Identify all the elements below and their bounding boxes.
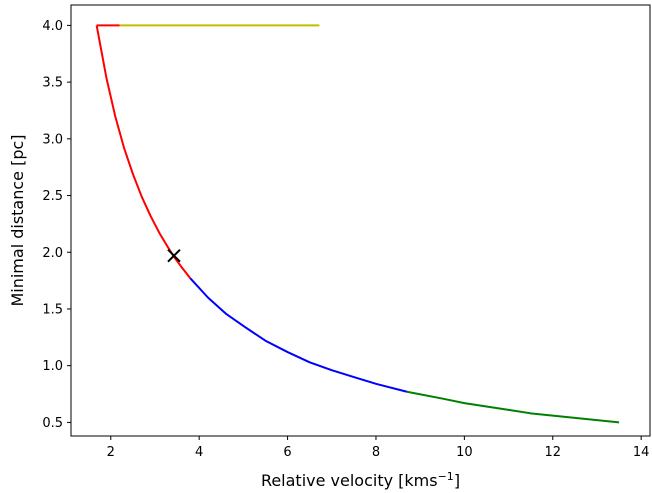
x-tick-label: 2 <box>107 445 115 460</box>
x-axis-label: Relative velocity [kms−1] <box>261 470 460 490</box>
y-tick-label: 2.0 <box>42 246 63 261</box>
y-tick-label: 2.5 <box>42 189 63 204</box>
y-tick-label: 1.5 <box>42 302 63 317</box>
x-tick-label: 8 <box>372 445 380 460</box>
x-axis-label-end: ] <box>454 471 460 490</box>
x-tick-label: 10 <box>456 445 473 460</box>
x-axis-label-superscript: −1 <box>438 470 454 483</box>
y-tick-label: 1.0 <box>42 359 63 374</box>
x-tick-label: 6 <box>283 445 291 460</box>
y-tick-label: 3.0 <box>42 132 63 147</box>
y-axis-label: Minimal distance [pc] <box>8 134 27 306</box>
x-tick-label: 4 <box>195 445 203 460</box>
y-tick-label: 3.5 <box>42 76 63 91</box>
x-tick-label: 14 <box>633 445 650 460</box>
y-tick-label: 4.0 <box>42 19 63 34</box>
y-tick-label: 0.5 <box>42 416 63 431</box>
x-tick-label: 12 <box>544 445 561 460</box>
